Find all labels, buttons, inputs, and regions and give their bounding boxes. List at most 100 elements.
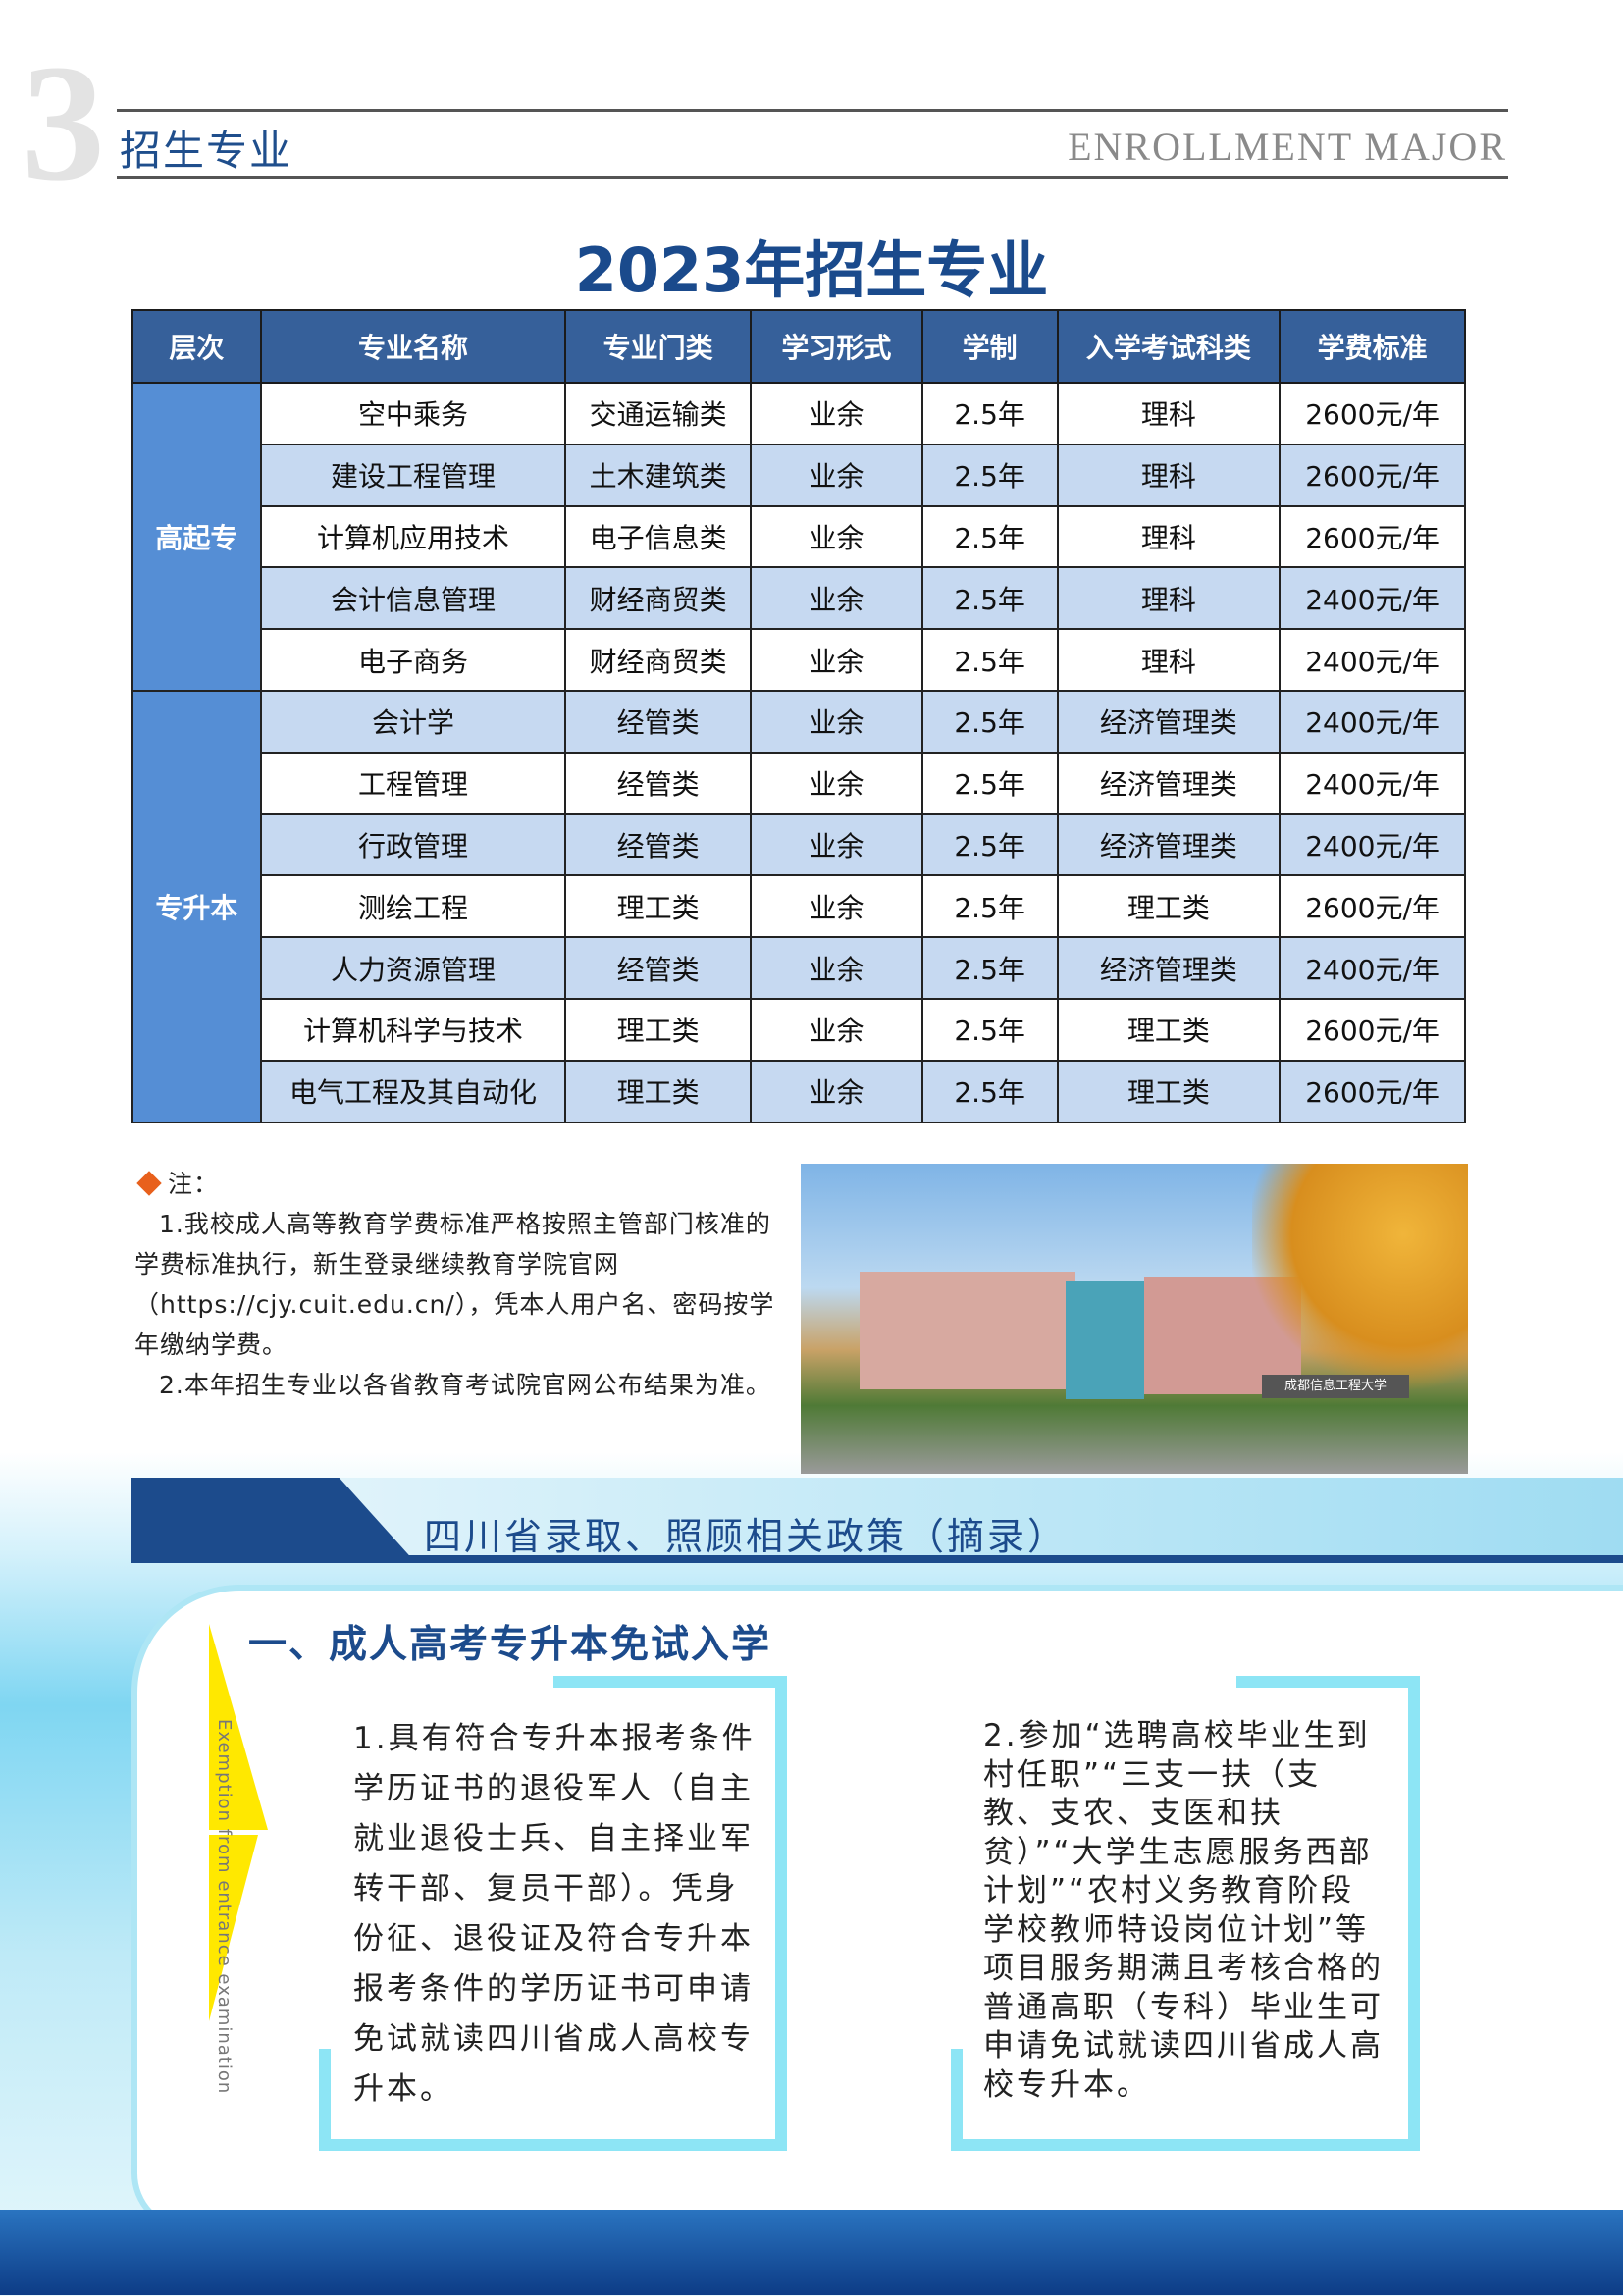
column-header: 专业名称 — [259, 309, 567, 384]
table-cell: 经济管理类 — [1056, 751, 1282, 815]
table-row: 行政管理 经管类 业余 2.5年 经济管理类 2400元/年 — [132, 812, 1466, 877]
table-cell: 业余 — [750, 751, 923, 815]
bracket — [553, 1676, 787, 1688]
table-cell: 2400元/年 — [1279, 812, 1466, 877]
bracket — [1236, 1676, 1420, 1688]
table-cell: 2600元/年 — [1279, 382, 1466, 445]
table-cell: 会计学 — [259, 689, 567, 754]
table-cell: 计算机科学与技术 — [259, 997, 567, 1062]
table-cell: 测绘工程 — [259, 874, 567, 939]
table-cell: 经管类 — [564, 936, 752, 1000]
table-cell: 工程管理 — [259, 751, 567, 815]
table-cell: 建设工程管理 — [259, 443, 567, 507]
table-cell: 计算机应用技术 — [259, 504, 567, 569]
table-cell: 2400元/年 — [1279, 628, 1466, 692]
table-cell: 会计信息管理 — [259, 566, 567, 631]
column-header: 专业门类 — [564, 309, 752, 384]
table-cell: 理科 — [1056, 628, 1282, 692]
table-cell: 2600元/年 — [1279, 1059, 1466, 1123]
table-cell: 理工类 — [1056, 1059, 1282, 1123]
table-row: 专升本 会计学 经管类 业余 2.5年 经济管理类 2400元/年 — [131, 689, 1466, 1123]
policy-heading: 一、成人高考专升本免试入学 — [248, 1623, 772, 1667]
table-cell: 2400元/年 — [1279, 936, 1466, 1000]
table-row: 计算机应用技术 电子信息类 业余 2.5年 理科 2600元/年 — [132, 504, 1466, 569]
table-row: 会计信息管理 财经商贸类 业余 2.5年 理科 2400元/年 — [132, 566, 1466, 631]
table-cell: 经管类 — [564, 751, 752, 815]
column-header: 学习形式 — [750, 309, 923, 384]
table-cell: 2.5年 — [920, 751, 1059, 815]
table-cell: 业余 — [750, 689, 923, 754]
column-header: 入学考试科类 — [1056, 309, 1282, 384]
bracket — [951, 2139, 1420, 2151]
table-cell: 2.5年 — [920, 1059, 1059, 1123]
bracket — [775, 1676, 787, 2151]
level-cell: 专升本 — [131, 689, 262, 1123]
table-cell: 电子信息类 — [564, 504, 752, 569]
table-cell: 行政管理 — [259, 812, 567, 877]
policy-item-2: 2.参加“选聘高校毕业生到村任职”“三支一扶（支教、支农、支医和扶贫）”“大学生… — [983, 1718, 1384, 2103]
table-cell: 2.5年 — [920, 997, 1059, 1062]
table-cell: 业余 — [750, 936, 923, 1000]
banner-underline — [131, 1555, 1623, 1563]
table-cell: 理科 — [1056, 504, 1282, 569]
table-cell: 业余 — [750, 382, 923, 445]
table-cell: 业余 — [750, 874, 923, 939]
table-cell: 2.5年 — [920, 812, 1059, 877]
table-cell: 业余 — [750, 997, 923, 1062]
table-cell: 2600元/年 — [1279, 443, 1466, 507]
table-cell: 2400元/年 — [1279, 751, 1466, 815]
table-cell: 经济管理类 — [1056, 936, 1282, 1000]
table-row: 测绘工程 理工类 业余 2.5年 理工类 2600元/年 — [132, 874, 1466, 939]
bracket — [319, 2049, 331, 2151]
table-cell: 理工类 — [1056, 997, 1282, 1062]
table-cell: 2600元/年 — [1279, 874, 1466, 939]
bracket — [1408, 1676, 1420, 2151]
column-header: 学费标准 — [1279, 309, 1466, 384]
notes: 注： 1.我校成人高等教育学费标准严格按照主管部门核准的学费标准执行，新生登录继… — [134, 1164, 792, 1405]
table-cell: 2.5年 — [920, 689, 1059, 754]
table-cell: 2600元/年 — [1279, 997, 1466, 1062]
table-cell: 2.5年 — [920, 566, 1059, 631]
table-row: 人力资源管理 经管类 业余 2.5年 经济管理类 2400元/年 — [132, 936, 1466, 1000]
campus-photo: 成都信息工程大学 — [801, 1164, 1468, 1474]
table-cell: 业余 — [750, 443, 923, 507]
section-number: 3 — [22, 30, 105, 215]
notes-label: 注： — [168, 1170, 220, 1198]
diamond-icon — [136, 1171, 162, 1196]
policy-panel — [131, 1585, 1623, 2232]
table-cell: 交通运输类 — [564, 382, 752, 445]
table-cell: 理工类 — [564, 997, 752, 1062]
table-cell: 2.5年 — [920, 874, 1059, 939]
table-cell: 经管类 — [564, 689, 752, 754]
table-cell: 业余 — [750, 566, 923, 631]
table-cell: 空中乘务 — [259, 382, 567, 445]
table-cell: 理工类 — [564, 874, 752, 939]
table-row: 电气工程及其自动化 理工类 业余 2.5年 理工类 2600元/年 — [132, 1059, 1466, 1123]
table-cell: 理科 — [1056, 382, 1282, 445]
column-header: 学制 — [920, 309, 1059, 384]
divider — [117, 109, 1508, 112]
table-row: 计算机科学与技术 理工类 业余 2.5年 理工类 2600元/年 — [132, 997, 1466, 1062]
table-row: 电子商务 财经商贸类 业余 2.5年 理科 2400元/年 — [132, 628, 1466, 692]
campus-sign: 成都信息工程大学 — [1262, 1375, 1409, 1398]
table-cell: 2400元/年 — [1279, 689, 1466, 754]
table-cell: 理科 — [1056, 443, 1282, 507]
table-cell: 电气工程及其自动化 — [259, 1059, 567, 1123]
table-header: 层次 专业名称 专业门类 学习形式 学制 入学考试科类 学费标准 — [131, 309, 1466, 384]
table-cell: 人力资源管理 — [259, 936, 567, 1000]
table-cell: 土木建筑类 — [564, 443, 752, 507]
footer-band — [0, 2210, 1623, 2295]
table-cell: 2400元/年 — [1279, 566, 1466, 631]
note-item: 1.我校成人高等教育学费标准严格按照主管部门核准的学费标准执行，新生登录继续教育… — [134, 1210, 775, 1359]
table-cell: 业余 — [750, 504, 923, 569]
majors-table: 层次 专业名称 专业门类 学习形式 学制 入学考试科类 学费标准 高起专 空中乘务 交通运输类业… — [131, 309, 1466, 1123]
table-cell: 电子商务 — [259, 628, 567, 692]
table-cell: 业余 — [750, 812, 923, 877]
note-item: 2.本年招生专业以各省教育考试院官网公布结果为准。 — [159, 1371, 771, 1399]
table-row: 工程管理 经管类 业余 2.5年 经济管理类 2400元/年 — [132, 751, 1466, 815]
building — [860, 1272, 1075, 1389]
table-cell: 理工类 — [564, 1059, 752, 1123]
table-row: 高起专 空中乘务 交通运输类 业余 2.5年 理科 2600元/年 — [131, 382, 1466, 692]
table-cell: 财经商贸类 — [564, 628, 752, 692]
table-cell: 2.5年 — [920, 936, 1059, 1000]
